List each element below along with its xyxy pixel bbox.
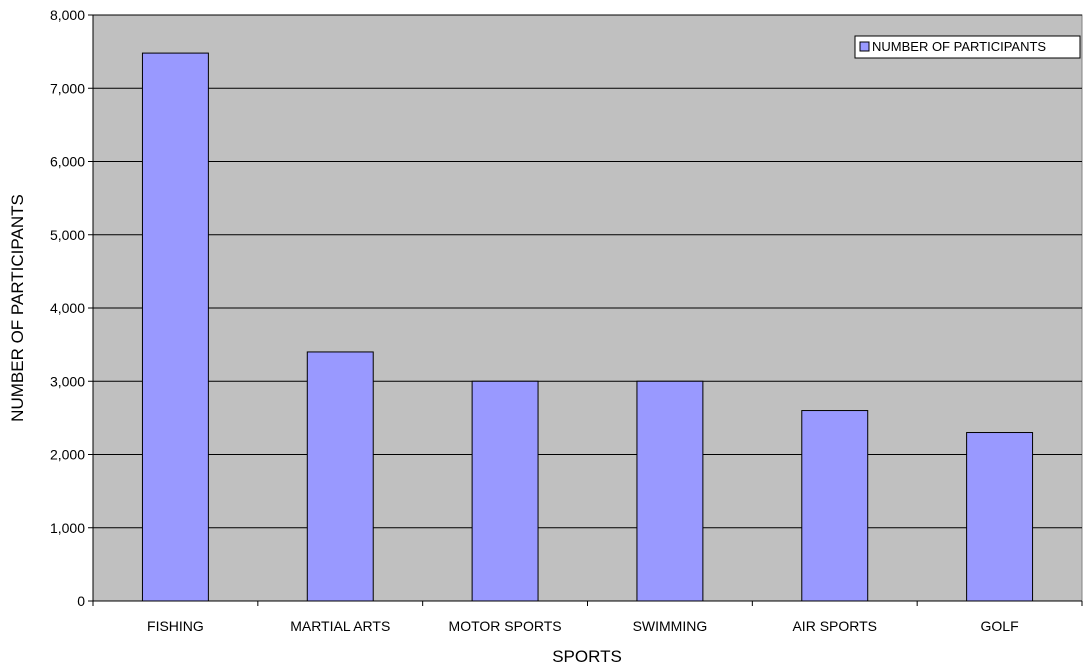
x-tick-label: FISHING	[147, 618, 204, 634]
y-tick-label: 6,000	[50, 154, 85, 170]
legend-box	[854, 35, 1081, 59]
legend-label: NUMBER OF PARTICIPANTS	[872, 39, 1046, 54]
y-tick-label: 3,000	[50, 373, 85, 389]
bar	[471, 380, 539, 602]
bar	[636, 380, 704, 602]
y-tick-label: 0	[77, 593, 85, 609]
bar	[966, 432, 1034, 602]
x-tick-label: SWIMMING	[633, 618, 708, 634]
bar	[306, 351, 374, 602]
bars	[141, 52, 1034, 602]
bar	[801, 410, 869, 602]
bar	[141, 52, 209, 602]
y-tick-label: 1,000	[50, 520, 85, 536]
x-tick-label: AIR SPORTS	[792, 618, 877, 634]
y-ticks: 0 1,000 2,000 3,000 4,000 5,000 6,000 7,000 8,00…	[50, 7, 93, 609]
y-tick-label: 5,000	[50, 227, 85, 243]
x-ticks: FISHING MARTIAL ARTS MOTOR SPORTS SWIMMING A…	[92, 601, 1083, 634]
x-tick-label: MOTOR SPORTS	[449, 618, 562, 634]
y-tick-label: 8,000	[50, 7, 85, 23]
y-tick-label: 4,000	[50, 300, 85, 316]
gridlines	[93, 14, 1082, 529]
legend: NUMBER OF PARTICIPANTS	[854, 35, 1081, 59]
x-tick-label: GOLF	[981, 618, 1019, 634]
y-axis-title: NUMBER OF PARTICIPANTS	[8, 194, 27, 422]
x-axis-title: SPORTS	[552, 647, 622, 666]
y-tick-label: 7,000	[50, 80, 85, 96]
legend-swatch	[859, 41, 870, 52]
x-tick-label: MARTIAL ARTS	[290, 618, 390, 634]
y-tick-label: 2,000	[50, 447, 85, 463]
